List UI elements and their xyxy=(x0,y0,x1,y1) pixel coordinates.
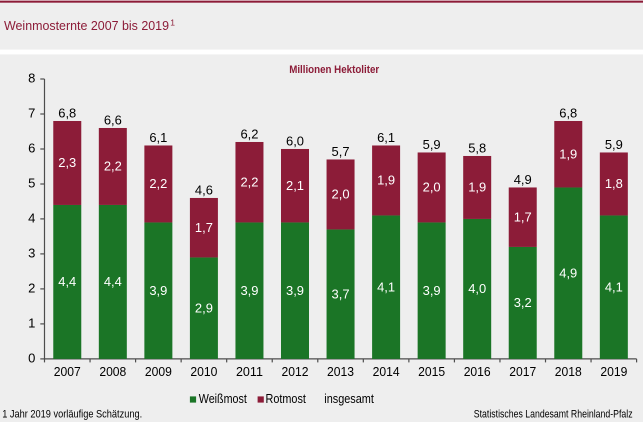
svg-text:3,7: 3,7 xyxy=(332,286,350,301)
svg-text:6,1: 6,1 xyxy=(377,130,395,145)
svg-text:3,9: 3,9 xyxy=(286,283,304,298)
svg-text:2,2: 2,2 xyxy=(104,159,122,174)
svg-text:2011: 2011 xyxy=(236,364,263,379)
svg-text:5,9: 5,9 xyxy=(605,137,623,152)
svg-text:Statistisches Landesamt Rheinl: Statistisches Landesamt Rheinland-Pfalz xyxy=(474,408,633,420)
svg-text:1,7: 1,7 xyxy=(195,220,213,235)
svg-text:2016: 2016 xyxy=(464,364,491,379)
svg-text:2,1: 2,1 xyxy=(286,178,304,193)
svg-text:1,8: 1,8 xyxy=(605,176,623,191)
svg-text:2,2: 2,2 xyxy=(240,174,258,189)
svg-text:3,2: 3,2 xyxy=(514,295,532,310)
svg-text:3: 3 xyxy=(28,246,35,261)
svg-text:4,6: 4,6 xyxy=(195,182,213,197)
svg-text:2009: 2009 xyxy=(145,364,172,379)
svg-text:2,9: 2,9 xyxy=(195,300,213,315)
svg-text:5,8: 5,8 xyxy=(468,140,486,155)
svg-text:3,9: 3,9 xyxy=(240,283,258,298)
svg-text:2017: 2017 xyxy=(509,364,536,379)
svg-text:1,9: 1,9 xyxy=(468,180,486,195)
svg-text:5,7: 5,7 xyxy=(332,144,350,159)
svg-text:2015: 2015 xyxy=(418,364,445,379)
svg-text:2014: 2014 xyxy=(373,364,400,379)
svg-text:4,1: 4,1 xyxy=(605,279,623,294)
svg-text:4,1: 4,1 xyxy=(377,279,395,294)
svg-text:5,9: 5,9 xyxy=(423,137,441,152)
svg-text:6,8: 6,8 xyxy=(58,105,76,120)
svg-text:2008: 2008 xyxy=(99,364,126,379)
svg-text:4,9: 4,9 xyxy=(514,172,532,187)
svg-text:Weinmosternte 2007 bis 2019: Weinmosternte 2007 bis 2019 xyxy=(4,18,169,33)
svg-text:2,0: 2,0 xyxy=(423,180,441,195)
svg-text:0: 0 xyxy=(28,351,35,366)
svg-text:6: 6 xyxy=(28,141,35,156)
svg-text:4,4: 4,4 xyxy=(58,274,76,289)
svg-text:2,3: 2,3 xyxy=(58,155,76,170)
svg-text:2,2: 2,2 xyxy=(149,176,167,191)
svg-text:2007: 2007 xyxy=(54,364,81,379)
svg-text:6,0: 6,0 xyxy=(286,133,304,148)
svg-text:2018: 2018 xyxy=(555,364,582,379)
svg-text:6,2: 6,2 xyxy=(240,126,258,141)
svg-text:1,9: 1,9 xyxy=(559,146,577,161)
svg-text:2: 2 xyxy=(28,281,35,296)
svg-text:4,0: 4,0 xyxy=(468,281,486,296)
svg-text:1: 1 xyxy=(28,316,35,331)
svg-text:4,9: 4,9 xyxy=(559,265,577,280)
svg-text:5: 5 xyxy=(28,176,35,191)
svg-text:7: 7 xyxy=(28,106,35,121)
svg-text:insgesamt: insgesamt xyxy=(324,392,374,406)
svg-text:1: 1 xyxy=(170,18,175,28)
svg-text:Weißmost: Weißmost xyxy=(199,392,247,406)
svg-text:Rotmost: Rotmost xyxy=(266,392,307,406)
svg-text:6,1: 6,1 xyxy=(149,130,167,145)
svg-text:3,9: 3,9 xyxy=(423,283,441,298)
svg-text:Millionen Hektoliter: Millionen Hektoliter xyxy=(289,64,380,76)
svg-text:2012: 2012 xyxy=(282,364,309,379)
svg-text:2013: 2013 xyxy=(327,364,354,379)
svg-text:3,9: 3,9 xyxy=(149,283,167,298)
svg-text:8: 8 xyxy=(28,71,35,86)
svg-text:2,0: 2,0 xyxy=(332,187,350,202)
svg-text:6,6: 6,6 xyxy=(104,112,122,127)
svg-text:2010: 2010 xyxy=(190,364,217,379)
svg-text:1,9: 1,9 xyxy=(377,173,395,188)
svg-text:2019: 2019 xyxy=(600,364,627,379)
svg-text:4,4: 4,4 xyxy=(104,274,122,289)
svg-text:6,8: 6,8 xyxy=(559,105,577,120)
svg-text:4: 4 xyxy=(28,211,35,226)
svg-text:1 Jahr 2019 vorläufige Schätz: 1 Jahr 2019 vorläufige Schätzung. xyxy=(2,408,142,420)
svg-text:1,7: 1,7 xyxy=(514,209,532,224)
